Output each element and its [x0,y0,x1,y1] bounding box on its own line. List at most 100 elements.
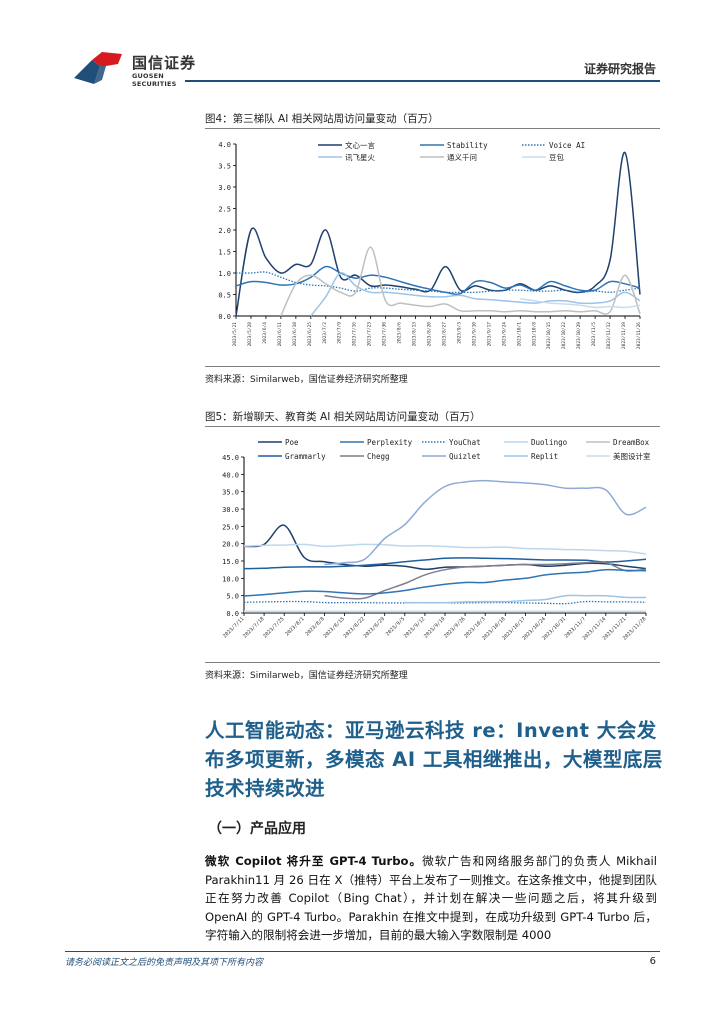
svg-text:2023/10/15: 2023/10/15 [546,322,552,349]
svg-text:2023/6/11: 2023/6/11 [277,322,283,347]
svg-text:2023/8/13: 2023/8/13 [412,322,418,347]
series-line [280,246,641,317]
svg-text:2023/6/4: 2023/6/4 [262,322,268,344]
series-line [243,568,647,597]
guosen-logo-icon [74,52,122,84]
svg-text:1.5: 1.5 [218,249,231,257]
series-line [404,594,647,604]
svg-text:2023/11/19: 2023/11/19 [621,322,627,349]
series-line [235,271,641,294]
series-line [520,298,641,309]
svg-text:2023/8/29: 2023/8/29 [363,616,386,639]
svg-text:2023/5/28: 2023/5/28 [247,322,253,347]
svg-text:Duolingo: Duolingo [531,438,568,447]
report-type-label: 证券研究报告 [583,62,656,76]
figure4-line-chart: 0.0 0.5 1.0 1.5 2.0 2.5 3.0 3.5 4.0 2023/5/21 2023… [218,140,642,349]
svg-text:1.0: 1.0 [218,270,231,278]
svg-text:5.0: 5.0 [226,593,239,601]
svg-text:Chegg: Chegg [367,452,390,461]
svg-text:YouChat: YouChat [449,438,481,447]
svg-text:20.0: 20.0 [222,541,239,549]
svg-text:2023/7/2: 2023/7/2 [322,322,328,344]
figure5-chart: 0.0 5.0 10.0 15.0 20.0 25.0 30.0 35.0 40.0 45.0 20… [200,432,660,664]
svg-text:DreamBox: DreamBox [613,438,650,447]
series-line [243,557,647,570]
figure5-title: 图5：新增聊天、教育类 AI 相关网站周访问量变动（百万） [205,411,481,423]
page-header: 国信证券 GUOSEN SECURITIES 证券研究报告 [0,0,724,90]
svg-text:2023/8/1: 2023/8/1 [284,616,305,637]
figure5-title-rule [205,426,660,427]
series-line [310,272,641,317]
logo-english-name: GUOSEN SECURITIES [132,72,177,88]
paragraph-lead: 微软 Copilot 将升至 GPT-4 Turbo。 [205,854,423,868]
figure4-title: 图4：第三梯队 AI 相关网站周访问量变动（百万） [205,113,439,125]
page-number: 6 [649,956,656,967]
svg-text:0.5: 0.5 [218,292,231,300]
svg-text:豆包: 豆包 [549,152,564,162]
svg-text:2023/10/8: 2023/10/8 [531,322,537,347]
svg-text:2023/9/17: 2023/9/17 [486,322,492,347]
logo-chinese-name: 国信证券 [132,54,197,72]
svg-text:4.0: 4.0 [218,141,231,149]
svg-text:0.0: 0.0 [218,313,231,321]
svg-text:文心一言: 文心一言 [345,140,375,150]
figure4-chart: 0.0 0.5 1.0 1.5 2.0 2.5 3.0 3.5 4.0 2023/5/21 2023… [200,134,660,366]
svg-text:45.0: 45.0 [222,454,239,462]
svg-text:2023/10/1: 2023/10/1 [516,322,522,347]
svg-text:2.0: 2.0 [218,227,231,235]
svg-text:美图设计室: 美图设计室 [613,451,651,461]
svg-text:40.0: 40.0 [222,471,239,479]
svg-text:25.0: 25.0 [222,523,239,531]
svg-text:2023/6/25: 2023/6/25 [307,322,313,347]
svg-text:Stability: Stability [447,141,488,150]
svg-text:2023/8/27: 2023/8/27 [441,322,447,347]
svg-text:Grammarly: Grammarly [285,452,326,461]
svg-text:2023/6/18: 2023/6/18 [292,322,298,347]
svg-text:2023/9/10: 2023/9/10 [471,322,477,347]
figure4-source: 资料来源：Similarweb，国信证券经济研究所整理 [205,375,408,385]
svg-text:Voice AI: Voice AI [549,141,585,150]
svg-text:Quizlet: Quizlet [449,452,481,461]
section-heading: 人工智能动态：亚马逊云科技 re：Invent 大会发布多项更新，多模态 AI … [205,719,663,800]
svg-text:2023/9/24: 2023/9/24 [501,322,507,347]
body-paragraph: 微软 Copilot 将升至 GPT-4 Turbo。微软广告和网络服务部门的负… [205,852,657,945]
svg-text:2023/7/23: 2023/7/23 [367,322,373,347]
series-line [235,265,641,296]
figure5-source: 资料来源：Similarweb，国信证券经济研究所整理 [205,671,408,681]
svg-text:2023/7/30: 2023/7/30 [382,322,388,347]
svg-text:35.0: 35.0 [222,489,239,497]
svg-text:2023/11/5: 2023/11/5 [591,322,597,347]
svg-text:2023/10/22: 2023/10/22 [561,322,567,349]
svg-text:10.0: 10.0 [222,575,239,583]
svg-text:2023/9/3: 2023/9/3 [456,322,462,344]
svg-text:Replit: Replit [531,452,558,461]
footer-divider [65,951,660,952]
svg-text:2023/7/9: 2023/7/9 [337,322,343,344]
svg-text:2023/7/25: 2023/7/25 [262,616,285,639]
section-subheading: （一）产品应用 [208,821,306,837]
paragraph-body: 微软广告和网络服务部门的负责人 Mikhail Parakhin11 月 26 … [205,854,657,943]
guosen-logo: 国信证券 GUOSEN SECURITIES [72,50,207,88]
svg-text:2023/7/16: 2023/7/16 [352,322,358,347]
series-line [324,479,647,566]
svg-text:0.0: 0.0 [226,610,239,618]
svg-text:15.0: 15.0 [222,558,239,566]
footer-disclaimer: 请务必阅读正文之后的免责声明及其项下所有内容 [65,958,264,968]
svg-text:2023/11/26: 2023/11/26 [636,322,642,349]
svg-text:2023/8/20: 2023/8/20 [427,322,433,347]
figure4-bottom-rule [205,366,660,367]
svg-text:讯飞星火: 讯飞星火 [345,153,375,162]
figure4-title-rule [205,128,660,129]
header-divider [185,80,660,82]
svg-text:2.5: 2.5 [218,206,231,214]
svg-text:3.5: 3.5 [218,163,231,171]
series-line [235,151,641,317]
figure5-line-chart: 0.0 5.0 10.0 15.0 20.0 25.0 30.0 35.0 40.0 45.0 20… [222,438,651,642]
svg-text:Poe: Poe [285,438,299,447]
series-line [243,543,647,555]
svg-text:2023/11/12: 2023/11/12 [606,322,612,349]
figure5-bottom-rule [205,662,660,663]
svg-text:2023/8/6: 2023/8/6 [397,322,403,344]
svg-text:2023/10/29: 2023/10/29 [576,322,582,349]
svg-text:30.0: 30.0 [222,506,239,514]
